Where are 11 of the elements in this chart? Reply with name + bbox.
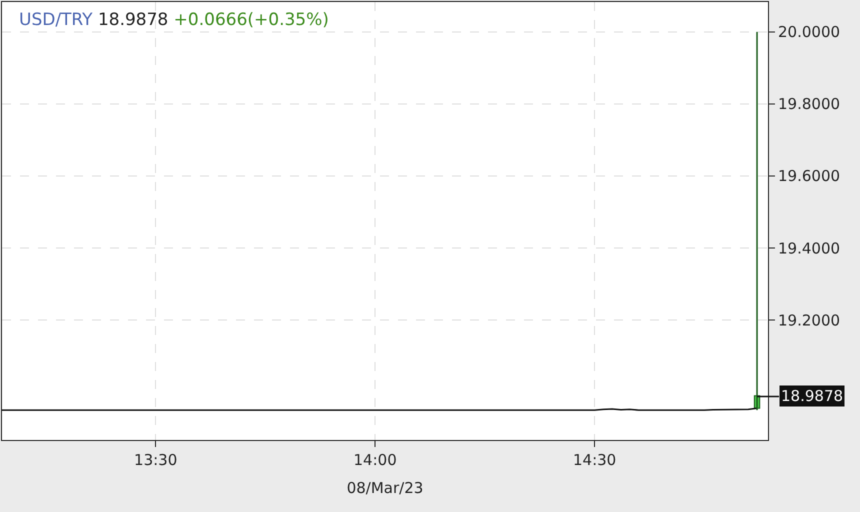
y-tick-label: 19.6000 — [778, 167, 840, 186]
x-tick-label: 14:30 — [572, 451, 616, 469]
x-tick-label: 13:30 — [134, 451, 178, 469]
y-tick-label: 19.8000 — [778, 95, 840, 114]
x-tick-label: 14:00 — [354, 451, 397, 469]
x-axis-title: 08/Mar/23 — [346, 479, 424, 497]
y-tick-label: 19.2000 — [778, 311, 840, 330]
y-tick-label: 20.0000 — [778, 23, 840, 42]
y-tick-label: 19.4000 — [778, 239, 840, 258]
annotation: 18.9878 — [781, 387, 844, 405]
text: USD/TRY 18.9878 +0.0666(+0.35%) — [19, 10, 329, 30]
